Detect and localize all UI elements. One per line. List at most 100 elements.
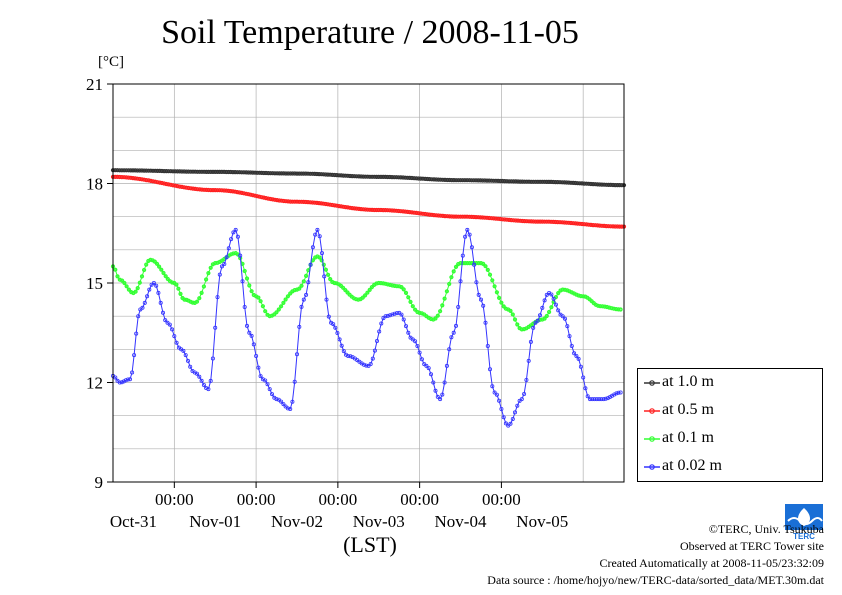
data-point: [572, 351, 577, 356]
data-point: [297, 286, 302, 291]
data-point: [401, 287, 406, 292]
data-point: [533, 320, 538, 325]
data-point: [301, 279, 306, 284]
y-tick-label: 12: [86, 374, 103, 393]
data-point: [206, 271, 211, 276]
series-0: [110, 168, 627, 188]
data-point: [124, 284, 129, 289]
data-point: [154, 283, 159, 288]
data-point: [283, 297, 288, 302]
y-axis-unit-label: [°C]: [98, 54, 124, 70]
data-point: [553, 302, 558, 307]
data-point: [331, 322, 336, 327]
data-point: [492, 284, 497, 289]
data-point: [424, 363, 429, 368]
data-point: [215, 295, 220, 300]
data-point: [565, 324, 570, 329]
data-point: [339, 343, 344, 348]
data-point: [440, 303, 445, 308]
data-point: [390, 312, 395, 317]
x-tick-time-label: 00:00: [155, 490, 194, 509]
data-point: [183, 353, 188, 358]
legend-item-1m: at 1.0 m: [638, 369, 822, 397]
data-point: [263, 378, 268, 383]
data-point: [497, 295, 502, 300]
data-point: [451, 330, 456, 335]
x-date-label: Nov-03: [353, 512, 405, 531]
data-point: [242, 304, 247, 309]
data-point: [522, 391, 527, 396]
data-point: [435, 313, 440, 318]
data-point: [163, 318, 168, 323]
chart-credits: ©TERC, Univ. Tsukuba Observed at TERC To…: [487, 521, 824, 589]
data-point: [306, 280, 311, 285]
data-point: [208, 265, 213, 270]
data-point: [321, 262, 326, 267]
data-point: [487, 367, 492, 372]
y-axis-ticks: 9 12 15 18 21: [86, 75, 113, 492]
data-point: [578, 364, 583, 369]
data-point: [285, 294, 290, 299]
data-point: [294, 352, 299, 357]
data-point: [345, 290, 350, 295]
data-point: [413, 339, 418, 344]
data-point: [365, 290, 370, 295]
data-point: [379, 321, 384, 326]
data-point: [174, 282, 179, 287]
data-point: [465, 227, 470, 232]
data-point: [549, 292, 554, 297]
data-point: [563, 316, 568, 321]
data-point: [406, 330, 411, 335]
data-point: [438, 309, 443, 314]
data-point: [222, 261, 227, 266]
logo-text: TERC: [793, 532, 815, 541]
data-point: [581, 375, 586, 380]
data-point: [444, 363, 449, 368]
data-point: [497, 398, 502, 403]
data-point: [499, 300, 504, 305]
data-point: [592, 397, 597, 402]
data-point: [113, 375, 118, 380]
terc-logo: TERC: [785, 504, 823, 541]
data-point: [224, 255, 229, 260]
x-date-label: Nov-05: [516, 512, 568, 531]
data-point: [594, 397, 599, 402]
data-point: [226, 246, 231, 251]
data-point: [272, 312, 277, 317]
data-point: [304, 273, 309, 278]
data-point: [438, 397, 443, 402]
y-tick-label: 9: [95, 473, 104, 492]
data-point: [256, 365, 261, 370]
data-point: [499, 406, 504, 411]
data-point: [599, 397, 604, 402]
data-point: [279, 399, 284, 404]
data-point: [292, 379, 297, 384]
data-point: [501, 304, 506, 309]
data-point: [119, 278, 125, 283]
data-point: [152, 259, 157, 264]
data-point: [247, 330, 252, 335]
data-point: [267, 387, 272, 392]
data-point: [299, 283, 304, 288]
data-point: [483, 320, 488, 325]
data-point: [601, 397, 606, 402]
data-point: [313, 232, 318, 237]
data-point: [144, 262, 149, 267]
chart-title: Soil Temperature / 2008-11-05: [161, 14, 579, 51]
data-point: [618, 307, 623, 312]
chart-series: [110, 168, 627, 428]
data-point: [263, 309, 268, 314]
data-point: [322, 274, 327, 279]
data-point: [137, 280, 142, 285]
data-point: [174, 340, 179, 345]
data-point: [139, 274, 145, 279]
data-point: [512, 317, 518, 322]
data-point: [181, 348, 186, 353]
data-point: [451, 269, 456, 274]
legend-marker-1m: [644, 380, 660, 386]
chart-grid: [112, 84, 624, 482]
data-point: [348, 354, 353, 359]
data-point: [426, 366, 431, 371]
data-point: [210, 356, 215, 361]
